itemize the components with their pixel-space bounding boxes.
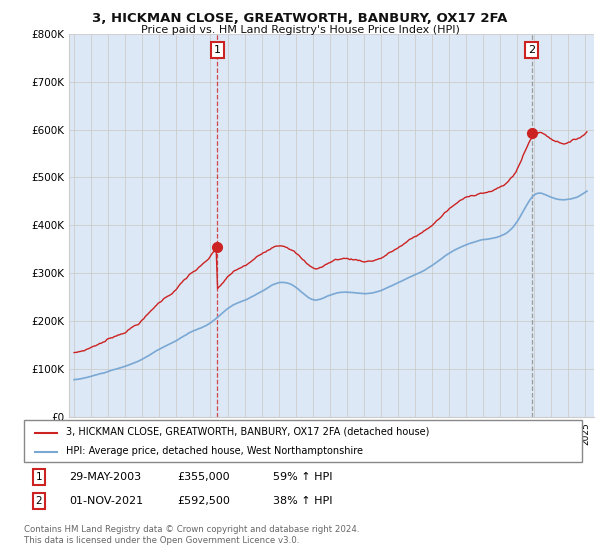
Text: 38% ↑ HPI: 38% ↑ HPI: [273, 496, 332, 506]
Text: £592,500: £592,500: [177, 496, 230, 506]
Text: 59% ↑ HPI: 59% ↑ HPI: [273, 472, 332, 482]
Text: £355,000: £355,000: [177, 472, 230, 482]
Text: 2: 2: [528, 45, 535, 55]
Text: Price paid vs. HM Land Registry's House Price Index (HPI): Price paid vs. HM Land Registry's House …: [140, 25, 460, 35]
Text: 1: 1: [35, 472, 43, 482]
Text: Contains HM Land Registry data © Crown copyright and database right 2024.
This d: Contains HM Land Registry data © Crown c…: [24, 525, 359, 545]
Text: HPI: Average price, detached house, West Northamptonshire: HPI: Average price, detached house, West…: [66, 446, 363, 456]
FancyBboxPatch shape: [24, 420, 582, 462]
Text: 2: 2: [35, 496, 43, 506]
Text: 29-MAY-2003: 29-MAY-2003: [69, 472, 141, 482]
Text: 3, HICKMAN CLOSE, GREATWORTH, BANBURY, OX17 2FA: 3, HICKMAN CLOSE, GREATWORTH, BANBURY, O…: [92, 12, 508, 25]
Text: 1: 1: [214, 45, 221, 55]
Text: 01-NOV-2021: 01-NOV-2021: [69, 496, 143, 506]
Text: 3, HICKMAN CLOSE, GREATWORTH, BANBURY, OX17 2FA (detached house): 3, HICKMAN CLOSE, GREATWORTH, BANBURY, O…: [66, 427, 429, 437]
